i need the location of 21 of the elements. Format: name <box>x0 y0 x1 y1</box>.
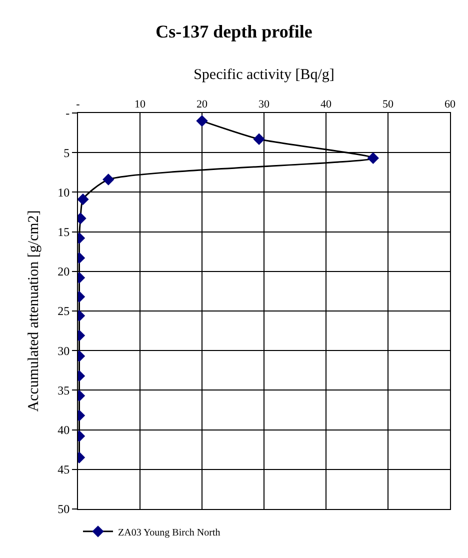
x-axis-title: Specific activity [Bq/g] <box>194 66 334 83</box>
y-tick-label: 45 <box>58 462 70 477</box>
x-tick-label: 50 <box>382 98 394 111</box>
legend-label: ZA03 Young Birch North <box>118 527 220 538</box>
y-axis-title: Accumulated attenuation [g/cm2] <box>26 210 42 412</box>
y-tick-label: 15 <box>58 225 70 239</box>
y-tick-label: 50 <box>58 502 70 516</box>
y-tick-label: 20 <box>58 264 70 279</box>
y-tick-label: 25 <box>58 304 70 318</box>
x-tick-label: - <box>76 98 80 111</box>
y-tick-label: 40 <box>58 423 70 437</box>
x-tick-label: 30 <box>258 98 270 111</box>
chart-title: Cs-137 depth profile <box>156 22 312 42</box>
y-tick-label: 30 <box>58 344 70 358</box>
y-tick-label: 5 <box>64 146 70 160</box>
y-tick-label: 10 <box>58 185 70 200</box>
x-tick-label: 60 <box>444 98 456 111</box>
y-tick-label: 35 <box>58 383 70 398</box>
x-tick-label: 20 <box>196 98 208 111</box>
x-tick-label: 40 <box>320 98 332 111</box>
x-tick-label: 10 <box>134 98 146 111</box>
